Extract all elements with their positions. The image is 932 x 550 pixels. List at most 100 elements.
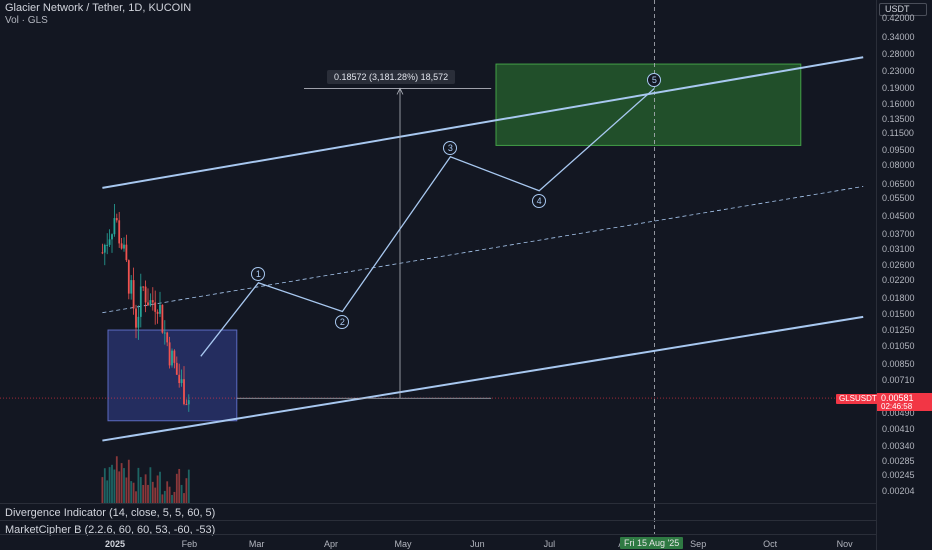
candle-body (130, 280, 133, 294)
candle-body (163, 332, 166, 334)
volume-bar (168, 486, 171, 503)
volume-bar (125, 477, 128, 503)
candle-body (123, 244, 125, 249)
date-tick: Mar (248, 539, 265, 549)
candle-body (106, 244, 109, 246)
candle-body (185, 404, 188, 406)
volume-bar (151, 481, 154, 503)
pane-separator (0, 503, 876, 504)
crosshair-date-badge: Fri 15 Aug '25 (620, 537, 684, 549)
date-tick: Sep (690, 539, 707, 549)
price-axis[interactable] (876, 0, 932, 550)
candle-body (118, 220, 121, 244)
candle-body (113, 218, 116, 235)
price-tick: 0.00245 (882, 469, 915, 480)
currency-button[interactable]: USDT (879, 3, 927, 16)
candle-body (139, 286, 142, 317)
price-tick: 0.01050 (882, 340, 915, 351)
price-tick: 0.13500 (882, 113, 915, 124)
volume-bar (156, 475, 159, 503)
volume-bar (159, 471, 161, 503)
measure-label[interactable]: 0.18572 (3,181.28%) 18,572 (327, 70, 456, 84)
wave-label-2[interactable]: 2 (335, 314, 350, 329)
symbol-title: Glacier Network / Tether, 1D, KUCOIN (5, 2, 192, 14)
volume-bar (163, 490, 166, 503)
price-tick: 0.11500 (882, 128, 914, 138)
volume-bar (178, 468, 181, 503)
price-tick: 0.00204 (882, 486, 915, 496)
date-tick: Feb (181, 539, 198, 549)
candle-body (127, 260, 130, 294)
candle-body (103, 244, 106, 253)
candle-body (132, 280, 135, 309)
volume-bar (120, 463, 123, 503)
candle-body (151, 300, 154, 303)
price-tick: 0.34000 (882, 31, 915, 42)
price-tick: 0.00710 (882, 375, 915, 386)
entry-zone-box (107, 329, 238, 422)
candle-body (108, 239, 111, 245)
price-tick: 0.02600 (882, 260, 915, 271)
volume-bar (118, 471, 121, 503)
price-tick: 0.09500 (882, 144, 915, 155)
price-tick: 0.01800 (882, 292, 915, 303)
date-tick: 2025 (104, 539, 126, 549)
candle-body (180, 379, 183, 384)
candle-body (125, 244, 128, 261)
marketcipher-indicator-label[interactable]: MarketCipher B (2.2.6, 60, 60, 53, -60, … (5, 524, 216, 536)
last-price-badge: 0.00581 02:46:58 (877, 393, 932, 411)
pane-separator (0, 520, 876, 521)
price-tick: 0.00340 (882, 440, 915, 451)
price-tick: 0.08000 (882, 160, 915, 171)
candle-body (178, 374, 181, 384)
candle-body (173, 350, 176, 363)
price-tick: 0.01250 (882, 325, 915, 336)
candle-body (183, 379, 185, 405)
candle-body (166, 332, 169, 343)
candle-body (175, 362, 178, 375)
price-tick: 0.06500 (882, 178, 915, 189)
candle-body (149, 300, 152, 306)
wave-label-5[interactable]: 5 (647, 73, 662, 88)
symbol-tag: GLSUSDT (836, 394, 880, 404)
volume-bar (101, 477, 104, 503)
volume-bar (142, 484, 145, 503)
wave-label-4[interactable]: 4 (532, 193, 547, 208)
volume-bar (147, 484, 149, 503)
price-tick: 0.00490 (882, 408, 915, 419)
price-tick: 0.16000 (882, 98, 915, 109)
volume-bar (166, 481, 169, 503)
volume-bar (139, 477, 142, 503)
volume-bar (127, 459, 130, 503)
candle-body (159, 304, 161, 314)
candle-body (111, 234, 113, 240)
divergence-indicator-label[interactable]: Divergence Indicator (14, close, 5, 5, 6… (5, 507, 216, 519)
volume-label: Vol · GLS (5, 15, 48, 26)
price-tick: 0.28000 (882, 49, 915, 59)
volume-bar (106, 480, 109, 503)
volume-bar (175, 473, 178, 503)
wave-label-1[interactable]: 1 (251, 266, 266, 281)
volume-bar (113, 469, 116, 503)
bar-countdown: 02:46:58 (881, 402, 913, 411)
volume-bar (187, 469, 190, 503)
candle-body (171, 350, 173, 366)
volume-bar (137, 467, 140, 503)
volume-bar (111, 464, 113, 503)
volume-bar (130, 481, 133, 503)
wave-label-3[interactable]: 3 (443, 140, 458, 155)
candle-body (142, 286, 145, 288)
date-tick: Jun (470, 539, 485, 549)
candle-body (154, 302, 157, 312)
price-tick: 0.03700 (882, 228, 915, 239)
volume-bar (180, 484, 183, 503)
date-axis[interactable] (0, 534, 876, 550)
projected-wave-path (200, 87, 655, 357)
price-tick: 0.19000 (882, 83, 915, 94)
date-tick: Oct (763, 539, 778, 549)
date-tick: Apr (323, 539, 339, 549)
channel-lower-line (102, 315, 864, 442)
volume-bar (173, 491, 176, 503)
volume-bar (183, 493, 185, 503)
